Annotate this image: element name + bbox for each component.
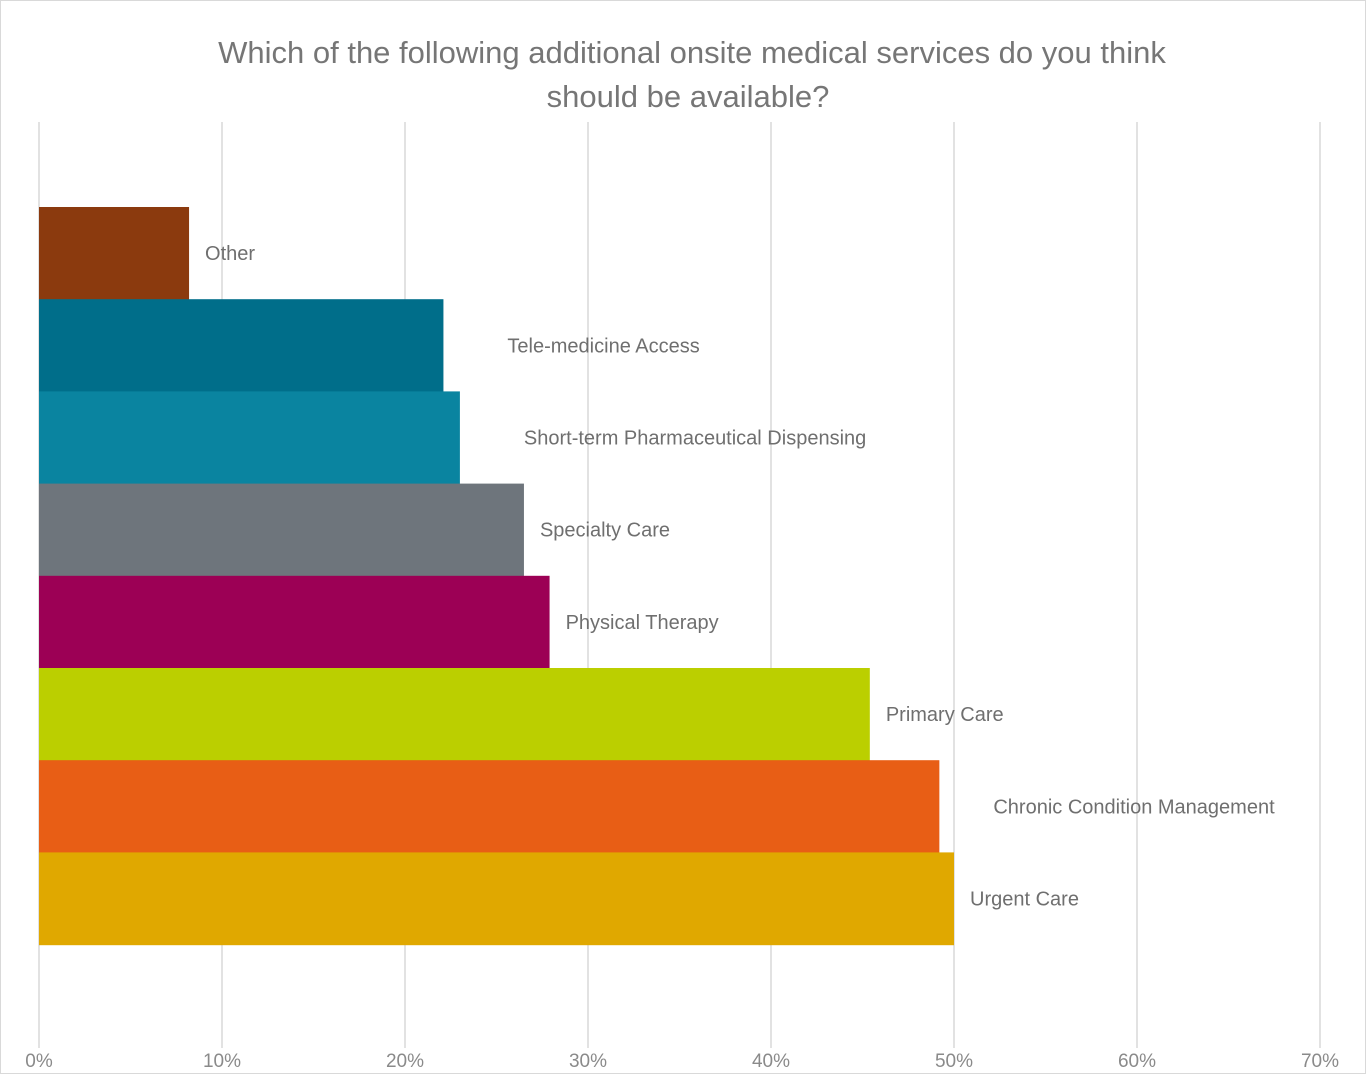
bar-label: Chronic Condition Management	[993, 796, 1275, 818]
bar	[39, 391, 460, 485]
bar	[39, 299, 444, 392]
x-axis-tick-labels: 0% 10% 20% 30% 40% 50% 60% 70%	[25, 1051, 1339, 1072]
chart-title-line-2: should be available?	[547, 79, 830, 114]
bars	[39, 207, 954, 946]
x-tick-label: 50%	[935, 1051, 973, 1072]
bar-label: Specialty Care	[540, 520, 670, 542]
bar	[39, 668, 870, 761]
bar	[39, 207, 190, 300]
x-tick-label: 10%	[203, 1051, 241, 1072]
bar	[39, 852, 954, 946]
bar-label: Tele-medicine Access	[507, 335, 699, 357]
bar	[39, 483, 524, 577]
bar	[39, 575, 550, 669]
bar-label: Urgent Care	[970, 889, 1079, 911]
chart-title-line-1: Which of the following additional onsite…	[218, 35, 1166, 70]
x-tick-label: 40%	[752, 1051, 790, 1072]
x-tick-label: 0%	[25, 1051, 53, 1072]
bar-label: Primary Care	[886, 704, 1004, 726]
x-tick-label: 30%	[569, 1051, 607, 1072]
bar-label: Other	[205, 243, 255, 265]
bar-label: Physical Therapy	[566, 612, 719, 634]
bar	[39, 760, 940, 853]
x-tick-label: 60%	[1118, 1051, 1156, 1072]
bar-label: Short-term Pharmaceutical Dispensing	[524, 428, 866, 450]
x-tick-label: 20%	[386, 1051, 424, 1072]
x-tick-label: 70%	[1301, 1051, 1339, 1072]
bar-labels: Other Tele-medicine Access Short-term Phar…	[205, 243, 1275, 910]
